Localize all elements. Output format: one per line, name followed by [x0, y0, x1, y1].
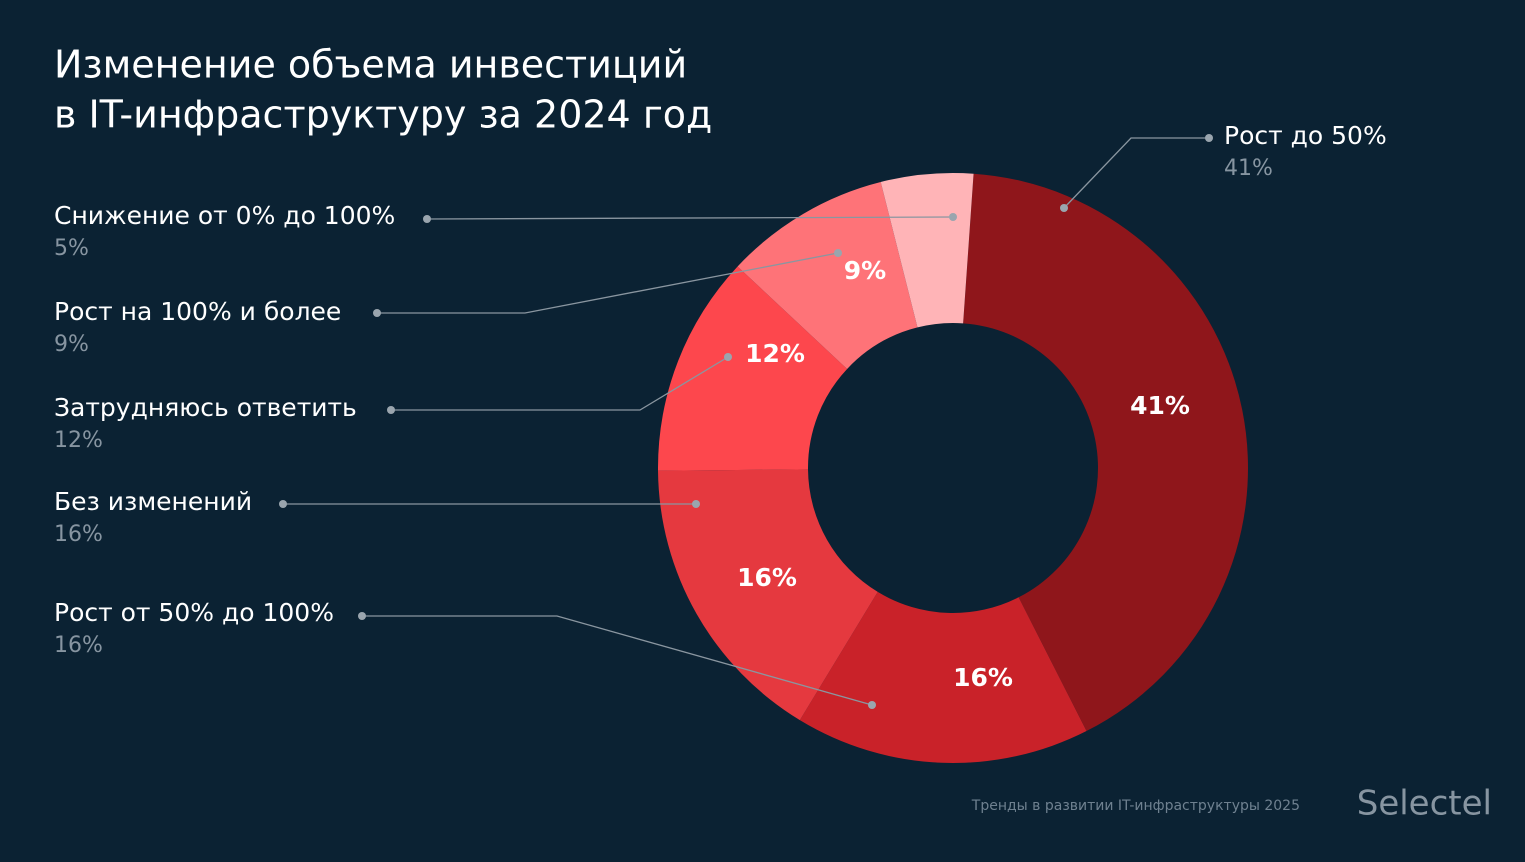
donut-slice: [658, 266, 848, 471]
donut-slice: [963, 173, 1248, 732]
donut-slice: [799, 591, 1087, 763]
leader-dot: [279, 500, 287, 508]
logo: Selectel: [1357, 784, 1492, 824]
donut-slice: [880, 173, 974, 328]
leader-dot: [834, 249, 842, 257]
chart-title: в IT-инфраструктуру за 2024 год: [54, 93, 712, 137]
leader-line: [1063, 137, 1209, 209]
data-label: 12%: [745, 339, 805, 368]
leader-dot: [692, 500, 700, 508]
legend-value: 12%: [54, 428, 103, 453]
legend-label: Рост на 100% и более: [54, 297, 341, 326]
legend-label: Без изменений: [54, 487, 252, 516]
leader-line: [377, 252, 839, 314]
leader-line: [426, 216, 954, 220]
leader-dot: [1205, 134, 1213, 142]
leader-dot: [724, 353, 732, 361]
legend-value: 41%: [1224, 156, 1273, 181]
leader-line: [391, 356, 729, 411]
legend-label: Снижение от 0% до 100%: [54, 201, 395, 230]
legend-value: 5%: [54, 236, 89, 261]
legend-label: Затрудняюсь ответить: [54, 393, 357, 422]
donut-slice: [737, 181, 918, 369]
data-label: 16%: [953, 663, 1013, 692]
legend-label: Рост от 50% до 100%: [54, 598, 334, 627]
data-label: 41%: [1130, 391, 1190, 420]
legend-value: 16%: [54, 522, 103, 547]
legend-value: 16%: [54, 633, 103, 658]
legend-label: Рост до 50%: [1224, 121, 1387, 150]
leader-dot: [423, 215, 431, 223]
chart-title: Изменение объема инвестиций: [54, 43, 687, 87]
leader-dot: [358, 612, 366, 620]
source-note: Тренды в развитии IT-инфраструктуры 2025: [971, 798, 1300, 814]
data-label: 16%: [737, 563, 797, 592]
data-label: 9%: [844, 256, 886, 285]
donut-slice: [658, 469, 878, 721]
leader-dot: [868, 701, 876, 709]
legend-value: 9%: [54, 332, 89, 357]
leader-dot: [1060, 204, 1068, 212]
leader-line: [362, 615, 873, 706]
leader-dot: [949, 213, 957, 221]
leader-dot: [373, 309, 381, 317]
leader-dot: [387, 406, 395, 414]
